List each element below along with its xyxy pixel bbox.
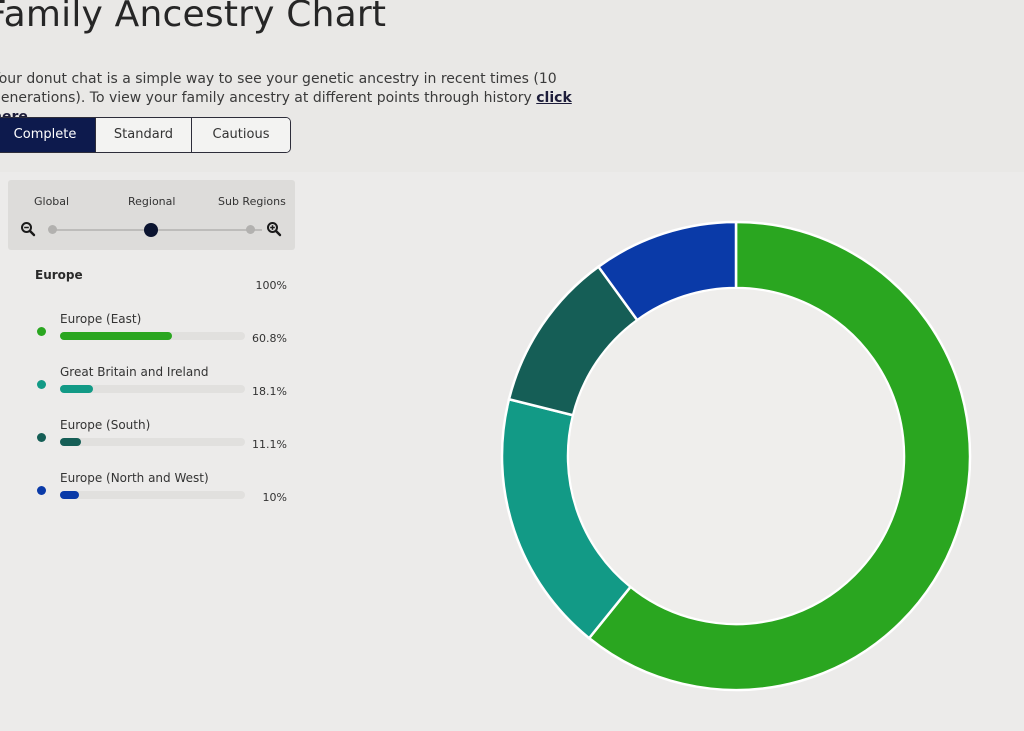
ancestry-row-europe-east[interactable]: Europe (East) 60.8% — [30, 312, 290, 358]
slider-label-regional[interactable]: Regional — [128, 195, 176, 208]
ancestry-label: Europe (East) — [60, 312, 142, 326]
intro-body: Your donut chat is a simple way to see y… — [0, 71, 557, 106]
ancestry-percent: 60.8% — [252, 332, 287, 345]
page-title: Family Ancestry Chart — [0, 0, 387, 35]
legend-dot — [37, 433, 46, 442]
tab-standard[interactable]: Standard — [96, 118, 192, 152]
percent-bar — [60, 438, 81, 446]
ancestry-row-great-britain-ireland[interactable]: Great Britain and Ireland 18.1% — [30, 365, 290, 411]
bar-track — [60, 438, 245, 446]
slider-stop-global[interactable] — [48, 225, 57, 234]
tab-cautious[interactable]: Cautious — [192, 118, 290, 152]
ancestry-label: Europe (North and West) — [60, 471, 209, 485]
percent-bar — [60, 385, 94, 393]
slider-stop-sub-regions[interactable] — [246, 225, 255, 234]
view-tabs: Complete Standard Cautious — [0, 117, 291, 153]
slider-handle[interactable] — [144, 223, 158, 237]
tab-complete[interactable]: Complete — [0, 118, 96, 152]
bar-track — [60, 332, 245, 340]
slider-label-sub-regions[interactable]: Sub Regions — [218, 195, 286, 208]
ancestry-label: Europe (South) — [60, 418, 151, 432]
detail-level-slider: Global Regional Sub Regions — [8, 180, 295, 250]
ancestry-percent: 11.1% — [252, 438, 287, 451]
legend-dot — [37, 380, 46, 389]
ancestry-label: Great Britain and Ireland — [60, 365, 209, 379]
donut-slice-europe-east[interactable] — [587, 220, 972, 692]
ancestry-row-europe-north-west[interactable]: Europe (North and West) 10% — [30, 471, 290, 517]
percent-bar — [60, 491, 79, 499]
legend-dot — [37, 486, 46, 495]
region-total: 100% — [255, 279, 287, 292]
donut-slice-europe-north-and-west[interactable] — [596, 220, 738, 322]
slider-label-global[interactable]: Global — [34, 195, 70, 208]
region-name: Europe — [35, 268, 83, 282]
ancestry-percent: 10% — [262, 491, 287, 504]
bar-track — [60, 491, 245, 499]
ancestry-donut-chart — [500, 220, 972, 692]
zoom-out-icon[interactable] — [20, 221, 36, 237]
ancestry-percent: 18.1% — [252, 385, 287, 398]
zoom-in-icon[interactable] — [266, 221, 282, 237]
legend-dot — [37, 327, 46, 336]
ancestry-row-europe-south[interactable]: Europe (South) 11.1% — [30, 418, 290, 464]
percent-bar — [60, 332, 173, 340]
donut-hole — [569, 289, 903, 623]
bar-track — [60, 385, 245, 393]
